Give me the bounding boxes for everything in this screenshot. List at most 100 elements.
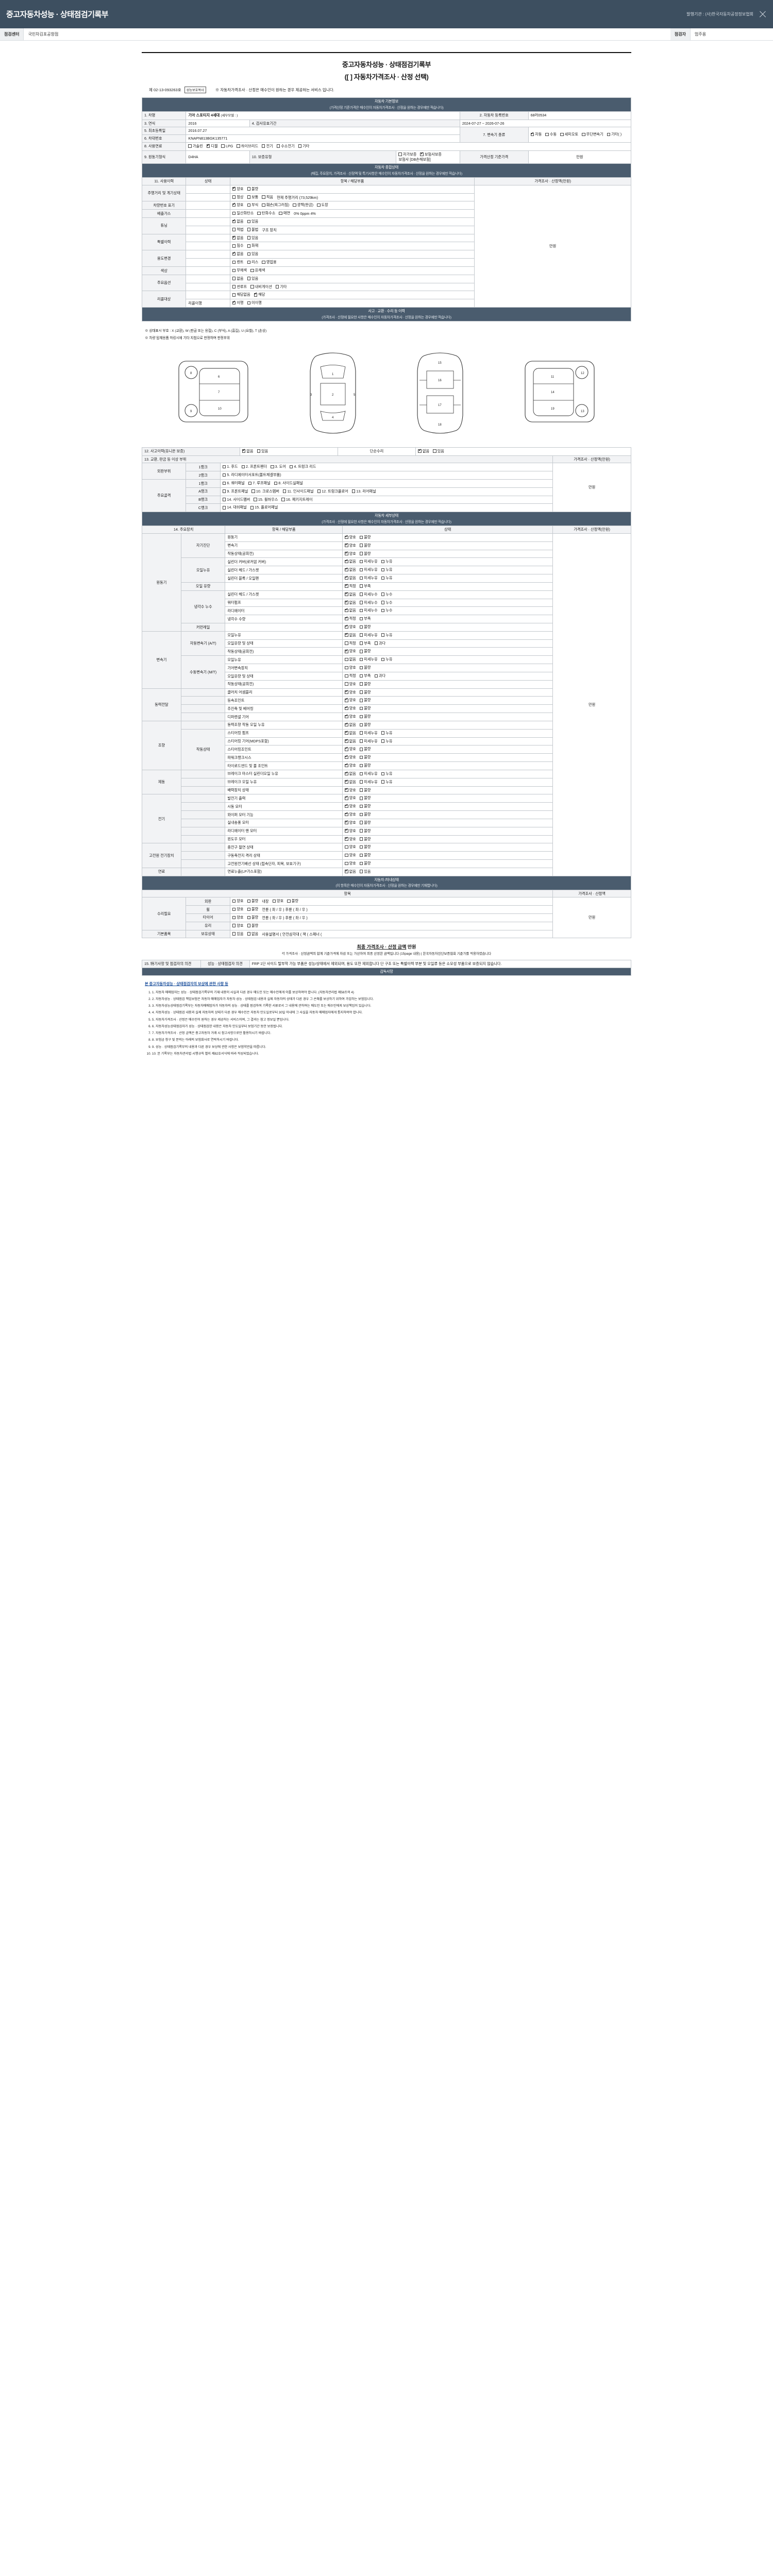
detail-state-option[interactable]: 없음 <box>345 608 356 613</box>
checkbox-icon[interactable] <box>359 715 363 719</box>
checkbox-icon[interactable] <box>345 559 348 564</box>
detail-state-option[interactable]: 없음 <box>345 731 356 736</box>
detail-state-option[interactable]: 미세누수 <box>359 608 378 613</box>
checkbox-icon[interactable] <box>345 706 348 710</box>
detail-state-option[interactable]: 미세누유 <box>359 657 378 662</box>
detail-state-option[interactable]: 미세누유 <box>359 575 378 581</box>
checkbox-icon[interactable] <box>359 788 363 792</box>
checkbox-icon[interactable] <box>359 731 363 735</box>
checkbox-icon[interactable] <box>359 829 363 833</box>
detail-state-option[interactable]: 양호 <box>345 747 356 752</box>
checkbox-icon[interactable] <box>381 780 385 784</box>
checkbox-icon[interactable] <box>433 449 436 453</box>
exchange-part-option[interactable]: 11. 인사이드패널 <box>282 489 314 494</box>
checkbox-icon[interactable] <box>359 641 363 645</box>
checkbox-icon[interactable] <box>345 616 348 621</box>
checkbox-icon[interactable] <box>359 584 363 588</box>
checkbox-icon[interactable] <box>257 449 261 453</box>
detail-state-option[interactable]: 양호 <box>345 837 356 842</box>
fuel-option[interactable]: LPG <box>221 144 233 149</box>
checkbox-icon[interactable] <box>359 870 363 873</box>
checkbox-icon[interactable] <box>381 731 385 735</box>
exchange-part-option[interactable]: 10. 크로스멤버 <box>251 489 279 494</box>
warranty-option[interactable]: 보험사보증 <box>420 152 442 157</box>
exchange-part-option[interactable]: 12. 트렁크플로어 <box>317 489 348 494</box>
detail-state-option[interactable]: 불량 <box>359 820 371 825</box>
detail-state-option[interactable]: 불량 <box>359 795 371 801</box>
checkbox-icon[interactable] <box>289 465 293 469</box>
detail-state-option[interactable]: 없음 <box>345 567 356 572</box>
detail-state-option[interactable]: 불량 <box>359 551 371 556</box>
detail-state-option[interactable]: 부족 <box>359 641 371 646</box>
checkbox-icon[interactable] <box>345 722 348 727</box>
exchange-part-option[interactable]: 3. 도어 <box>271 464 286 469</box>
checkbox-icon[interactable] <box>232 219 236 224</box>
detail-state-option[interactable]: 미세누유 <box>359 779 378 785</box>
checkbox-icon[interactable] <box>345 600 348 604</box>
checkbox-icon[interactable] <box>248 481 252 485</box>
overall-option[interactable]: 있음 <box>247 276 258 281</box>
checkbox-icon[interactable] <box>359 601 363 604</box>
checkbox-icon[interactable] <box>232 228 236 231</box>
detail-state-option[interactable]: 누유 <box>381 559 392 564</box>
wheels-state-right-option[interactable]: 불량 <box>287 899 298 904</box>
checkbox-icon[interactable] <box>232 907 236 911</box>
checkbox-icon[interactable] <box>345 739 348 743</box>
overall-option[interactable]: 양호 <box>232 202 244 208</box>
checkbox-icon[interactable] <box>359 845 363 849</box>
checkbox-icon[interactable] <box>359 861 363 866</box>
detail-state-option[interactable]: 불량 <box>359 861 371 866</box>
checkbox-icon[interactable] <box>232 285 236 289</box>
overall-option[interactable]: 기타 <box>275 284 287 290</box>
checkbox-icon[interactable] <box>232 251 236 256</box>
detail-state-option[interactable]: 적정 <box>345 584 356 589</box>
checkbox-icon[interactable] <box>247 203 251 207</box>
detail-state-option[interactable]: 미세누유 <box>359 771 378 776</box>
detail-state-option[interactable]: 누수 <box>381 608 392 613</box>
detail-state-option[interactable]: 미세누유 <box>359 731 378 736</box>
overall-option[interactable]: 썬루프 <box>232 284 247 290</box>
checkbox-icon[interactable] <box>381 633 385 637</box>
checkbox-icon[interactable] <box>545 132 549 137</box>
checkbox-icon[interactable] <box>582 132 585 137</box>
detail-state-option[interactable]: 양호 <box>345 543 356 548</box>
detail-state-option[interactable]: 양호 <box>345 788 356 793</box>
checkbox-icon[interactable] <box>418 449 422 453</box>
wheels-state-option[interactable]: 양호 <box>232 915 244 920</box>
detail-state-option[interactable]: 과다 <box>374 673 385 679</box>
overall-option[interactable]: 정상 <box>232 195 244 200</box>
checkbox-icon[interactable] <box>359 821 363 824</box>
detail-state-option[interactable]: 불량 <box>359 844 371 850</box>
detail-state-option[interactable]: 양호 <box>345 682 356 687</box>
overall-option[interactable]: 매연 <box>279 211 290 216</box>
checkbox-icon[interactable] <box>254 498 257 501</box>
checkbox-icon[interactable] <box>345 633 348 637</box>
close-icon[interactable] <box>759 10 767 19</box>
checkbox-icon[interactable] <box>345 828 348 833</box>
detail-state-option[interactable]: 없음 <box>345 869 356 874</box>
checkbox-icon[interactable] <box>247 907 251 911</box>
detail-state-option[interactable]: 과다 <box>374 641 385 646</box>
checkbox-icon[interactable] <box>247 219 251 224</box>
detail-state-option[interactable]: 양호 <box>345 853 356 858</box>
checkbox-icon[interactable] <box>381 576 385 580</box>
detail-state-option[interactable]: 없음 <box>345 771 356 776</box>
checkbox-icon[interactable] <box>222 506 226 510</box>
overall-option[interactable]: 침수 <box>232 243 244 248</box>
checkbox-icon[interactable] <box>247 932 251 936</box>
checkbox-icon[interactable] <box>247 899 251 903</box>
detail-state-option[interactable]: 양호 <box>345 812 356 817</box>
overall-option[interactable]: 해당 <box>254 292 265 297</box>
exchange-part-option[interactable]: 16. 패키지트레이 <box>281 497 313 502</box>
checkbox-icon[interactable] <box>274 481 278 485</box>
exchange-part-option[interactable]: 6. 쿼터패널 <box>222 481 245 486</box>
checkbox-icon[interactable] <box>345 674 348 678</box>
detail-state-option[interactable]: 없음 <box>345 600 356 605</box>
checkbox-icon[interactable] <box>345 812 348 817</box>
fuel-option[interactable]: 가솔린 <box>188 144 203 149</box>
overall-option[interactable]: 미이행 <box>247 300 262 306</box>
checkbox-icon[interactable] <box>359 690 363 694</box>
checkbox-icon[interactable] <box>345 788 348 792</box>
checkbox-icon[interactable] <box>206 144 210 148</box>
checkbox-icon[interactable] <box>262 195 265 199</box>
